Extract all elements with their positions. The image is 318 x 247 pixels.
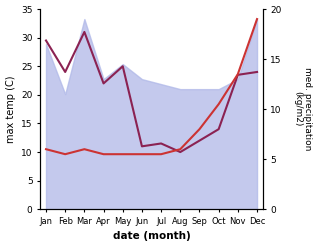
- Y-axis label: max temp (C): max temp (C): [5, 75, 16, 143]
- X-axis label: date (month): date (month): [113, 231, 190, 242]
- Y-axis label: med. precipitation
(kg/m2): med. precipitation (kg/m2): [293, 67, 313, 151]
